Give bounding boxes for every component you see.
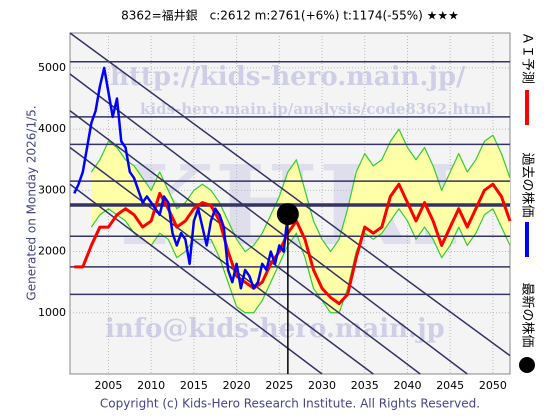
legend-label: 過去の株価: [520, 152, 535, 217]
x-tick-label: 2025: [265, 379, 293, 392]
legend-label: 最新の株価: [520, 282, 536, 347]
x-tick-label: 2015: [180, 379, 208, 392]
chart-title: 8362=福井銀 c:2612 m:2761(+6%) t:1174(-55%)…: [121, 8, 459, 23]
trend-line: [69, 146, 374, 375]
y-tick-label: 1000: [38, 306, 66, 319]
x-tick-label: 2045: [436, 379, 464, 392]
trend-line: [69, 110, 421, 375]
x-tick-label: 2020: [223, 379, 251, 392]
x-tick-label: 2030: [308, 379, 336, 392]
generated-label: Generated on Monday 2026/1/5.: [25, 105, 39, 300]
series-line: [90, 128, 511, 253]
trend-line: [69, 32, 511, 357]
y-tick-label: 2000: [38, 245, 66, 258]
y-tick-label: 4000: [38, 122, 66, 135]
latest-point: [276, 203, 299, 226]
watermark: kids-hero.main.jp/analysis/code8362.html: [140, 100, 492, 118]
watermark: http://kids-hero.main.jp/: [110, 62, 466, 92]
y-tick-label: 5000: [38, 61, 66, 74]
x-tick-label: 2040: [393, 379, 421, 392]
series-line: [74, 182, 512, 306]
series-line: [73, 66, 290, 290]
trend-line: [69, 183, 323, 375]
trend-line: [69, 73, 468, 375]
y-tick-label: 3000: [38, 183, 66, 196]
x-tick-label: 2050: [479, 379, 507, 392]
x-tick-label: 2005: [94, 379, 122, 392]
x-tick-label: 2010: [137, 379, 165, 392]
footer: Copyright (c) Kids-Hero Research Institu…: [100, 397, 480, 411]
x-tick-label: 2035: [351, 379, 379, 392]
legend-marker: [519, 357, 535, 373]
series-line: [90, 208, 511, 314]
band-fill: [91, 129, 510, 313]
legend-label: ＡＩ予測: [520, 32, 535, 84]
